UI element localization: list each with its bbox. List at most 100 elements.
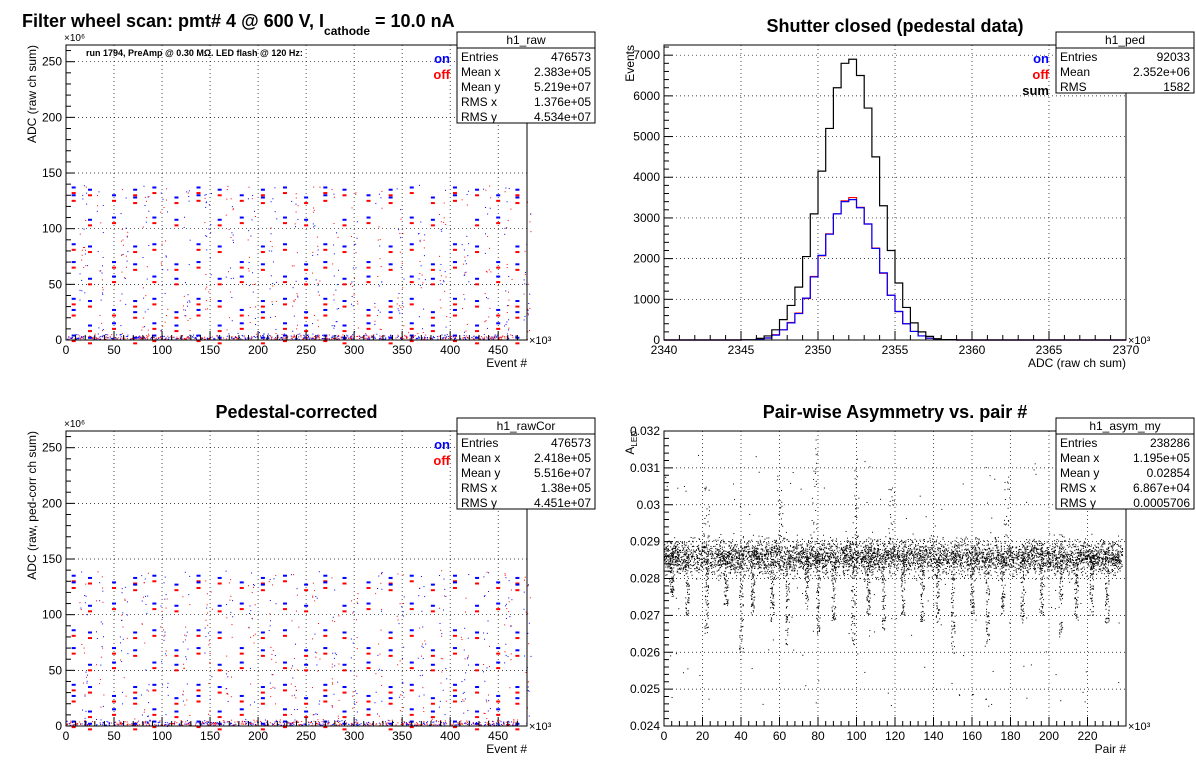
scan-point — [165, 653, 167, 655]
scan-point — [186, 720, 188, 722]
y-tick-label: 150 — [42, 166, 62, 180]
scan-point — [127, 653, 129, 655]
scan-point — [486, 718, 488, 720]
asym-point — [952, 574, 954, 576]
scan-point — [160, 211, 162, 213]
pad-title: Pedestal-corrected — [215, 402, 377, 422]
scan-point — [417, 657, 419, 659]
asym-point — [755, 559, 757, 561]
asym-point — [700, 553, 702, 555]
scan-point — [108, 724, 110, 726]
scan-point — [269, 288, 271, 290]
asym-point — [975, 560, 977, 562]
scan-mark-on — [496, 602, 501, 605]
scan-point — [356, 221, 358, 223]
scan-mark-off — [452, 586, 457, 589]
scan-point — [165, 650, 167, 652]
asym-point — [865, 559, 867, 561]
scan-point — [402, 287, 404, 289]
scan-point — [363, 338, 365, 340]
scan-point — [281, 333, 283, 335]
scan-point — [303, 334, 305, 336]
scan-point — [380, 266, 382, 268]
scan-point — [80, 607, 82, 609]
scan-point — [464, 298, 466, 300]
asym-point — [706, 541, 708, 543]
scan-point — [200, 723, 202, 725]
scan-point — [400, 307, 402, 309]
scan-point — [379, 245, 381, 247]
scan-point — [121, 661, 123, 663]
scan-point — [317, 254, 319, 256]
scan-point — [357, 327, 359, 329]
asym-point — [720, 545, 722, 547]
asym-point — [1027, 545, 1029, 547]
scan-point — [379, 311, 381, 313]
scan-point — [529, 293, 531, 295]
asym-point — [848, 554, 850, 556]
scan-point — [280, 337, 282, 339]
scan-point — [391, 719, 393, 721]
asym-point — [694, 537, 696, 539]
scan-mark-off — [71, 199, 76, 202]
scan-point — [206, 607, 208, 609]
asym-point — [1087, 544, 1089, 546]
asym-point — [839, 574, 841, 576]
scan-point — [204, 197, 206, 199]
scan-point — [441, 337, 443, 339]
stats-row-value: 476573 — [551, 436, 591, 450]
scan-point — [446, 723, 448, 725]
scan-point — [211, 608, 213, 610]
scan-point — [188, 337, 190, 339]
asym-point — [1015, 562, 1017, 564]
scan-point — [297, 218, 299, 220]
scan-point — [476, 722, 478, 724]
scan-point — [338, 335, 340, 337]
scan-point — [101, 576, 103, 578]
scan-mark-off — [196, 586, 201, 589]
scan-point — [350, 657, 352, 659]
scan-point — [334, 325, 336, 327]
scan-point — [399, 603, 401, 605]
asym-point — [736, 550, 738, 552]
scan-point — [248, 285, 250, 287]
scan-point — [412, 336, 414, 338]
scan-point — [439, 213, 441, 215]
scan-point — [165, 607, 167, 609]
scan-mark-off — [430, 283, 435, 286]
scan-point — [84, 717, 86, 719]
asym-point — [956, 555, 958, 557]
scan-mark-on — [152, 720, 157, 723]
scan-point — [85, 220, 87, 222]
scan-point — [356, 693, 358, 695]
scan-point — [105, 336, 107, 338]
scan-point — [360, 337, 362, 339]
scan-point — [485, 189, 487, 191]
asym-point — [816, 565, 818, 567]
scan-point — [375, 691, 377, 693]
scan-point — [457, 722, 459, 724]
asym-point — [782, 561, 784, 563]
asym-point — [979, 551, 981, 553]
asym-point — [1112, 549, 1114, 551]
asym-point — [962, 555, 964, 557]
scan-point — [182, 693, 184, 695]
asym-point — [786, 554, 788, 556]
scan-point — [122, 723, 124, 725]
scan-point — [365, 337, 367, 339]
scan-mark-on — [282, 322, 287, 325]
scan-point — [443, 217, 445, 219]
scan-point — [207, 338, 209, 340]
scan-point — [327, 723, 329, 725]
scan-point — [432, 338, 434, 340]
scan-point — [431, 724, 433, 726]
asym-point — [868, 537, 870, 539]
scan-point — [77, 723, 79, 725]
scan-point — [333, 299, 335, 301]
scan-point — [127, 251, 129, 253]
scan-point — [527, 707, 529, 709]
scan-point — [168, 724, 170, 726]
asym-point — [852, 544, 854, 546]
x-tick-label: 2360 — [959, 343, 986, 357]
scan-point — [460, 636, 462, 638]
